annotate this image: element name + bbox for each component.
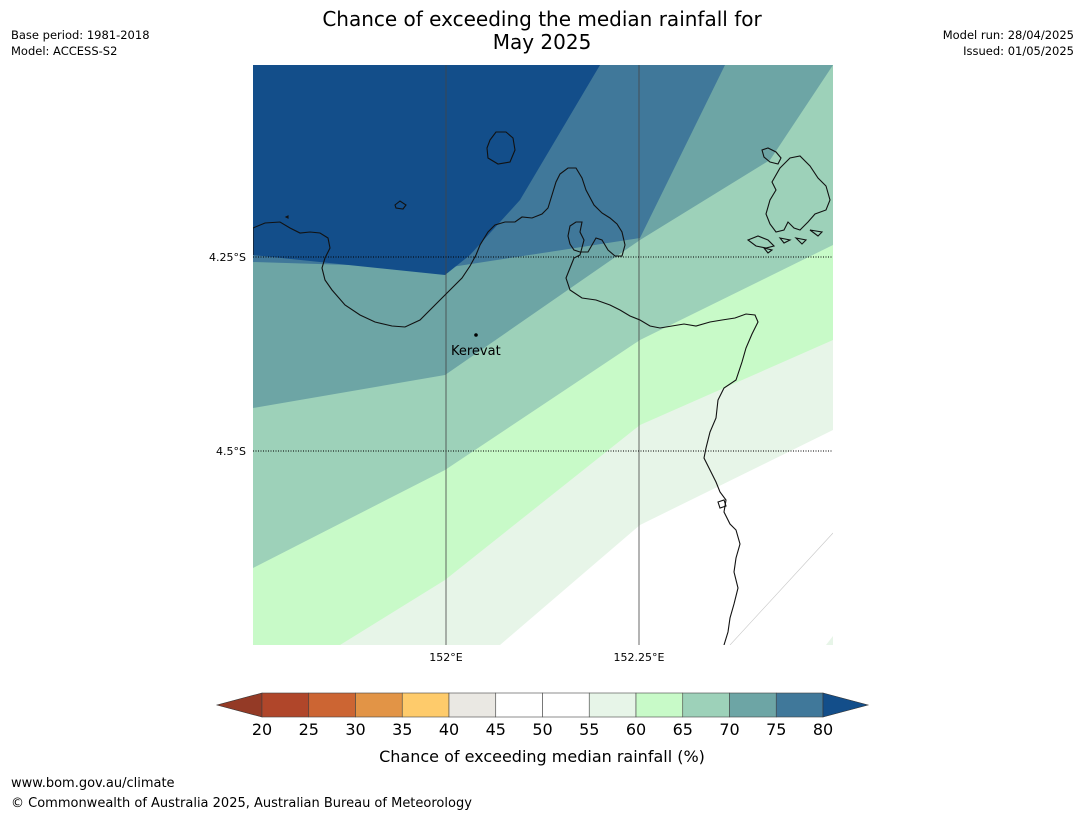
colorbar-tick-label: 60 — [626, 720, 646, 739]
colorbar-tick-label: 65 — [673, 720, 693, 739]
kerevat-marker-icon — [474, 333, 478, 337]
model-text: Model: ACCESS-S2 — [11, 44, 118, 58]
colorbar-tick-label: 25 — [299, 720, 319, 739]
place-label-kerevat: Kerevat — [451, 344, 501, 359]
coastline — [253, 131, 831, 645]
colorbar-tick-label: 70 — [719, 720, 739, 739]
band-over-80 — [253, 65, 600, 275]
colorbar-segment — [635, 692, 684, 718]
colorbar-tick-label: 55 — [579, 720, 599, 739]
band-corner — [826, 636, 833, 645]
colorbar-tick-label: 50 — [532, 720, 552, 739]
colorbar-tick-label: 20 — [252, 720, 272, 739]
colorbar-segment — [775, 692, 824, 718]
colorbar-tick-label: 30 — [345, 720, 365, 739]
meta-right: Model run: 28/04/2025 Issued: 01/05/2025 — [943, 27, 1074, 59]
band-edge — [729, 532, 833, 645]
colorbar-label: Chance of exceeding median rainfall (%) — [379, 747, 705, 766]
colorbar-segment — [682, 692, 730, 718]
colorbar-segment — [542, 692, 590, 718]
colorbar-segment — [495, 692, 543, 718]
colorbar-extend-over — [822, 692, 870, 718]
colorbar-segment — [448, 692, 497, 718]
footer: www.bom.gov.au/climate © Commonwealth of… — [11, 774, 472, 814]
colorbar: 20 25 30 35 40 45 50 55 60 65 70 75 80 — [215, 692, 870, 739]
colorbar-segment — [588, 692, 637, 718]
colorbar-tick-label: 35 — [392, 720, 412, 739]
title-line-1: Chance of exceeding the median rainfall … — [322, 7, 762, 31]
model-run-text: Model run: 28/04/2025 — [942, 28, 1074, 42]
colorbar-tick-label: 80 — [813, 720, 833, 739]
colorbar-segment — [261, 692, 310, 718]
issued-text: Issued: 01/05/2025 — [963, 44, 1074, 58]
colorbar-tick-label: 75 — [766, 720, 786, 739]
colorbar-segment — [729, 692, 777, 718]
lon-label-152-25: 152.25°E — [614, 651, 665, 664]
rainfall-probability-map: Kerevat — [253, 65, 833, 645]
colorbar-tick-label: 40 — [439, 720, 459, 739]
title-line-2: May 2025 — [492, 30, 592, 54]
footer-copyright: © Commonwealth of Australia 2025, Austra… — [11, 796, 472, 811]
base-period-text: Base period: 1981-2018 — [11, 28, 150, 42]
lon-label-152: 152°E — [429, 651, 462, 664]
colorbar-segment — [401, 692, 450, 718]
lat-label-4-25: 4.25°S — [209, 251, 246, 264]
map-title: Chance of exceeding the median rainfall … — [242, 8, 842, 54]
meta-left: Base period: 1981-2018 Model: ACCESS-S2 — [11, 27, 150, 59]
colorbar-segment — [355, 692, 403, 718]
colorbar-segment — [308, 692, 356, 718]
lat-label-4-5: 4.5°S — [216, 445, 246, 458]
colorbar-tick-label: 45 — [486, 720, 506, 739]
colorbar-extend-under — [215, 692, 263, 718]
footer-url: www.bom.gov.au/climate — [11, 776, 175, 791]
